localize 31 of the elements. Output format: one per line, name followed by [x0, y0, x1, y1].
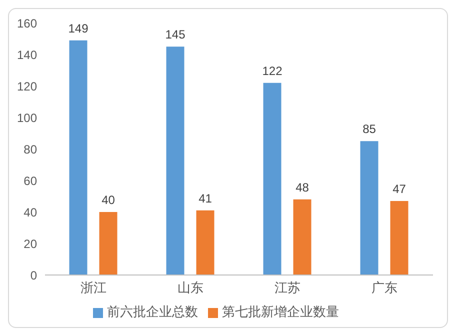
x-tick-label: 山东 — [178, 280, 204, 296]
y-tick-label: 160 — [16, 16, 38, 30]
y-tick-label: 40 — [24, 205, 38, 220]
y-tick-label: 80 — [24, 142, 38, 156]
x-tick-label: 江苏 — [274, 280, 300, 296]
x-tick-label: 浙江 — [80, 280, 106, 296]
y-tick-label: 100 — [16, 110, 38, 125]
data-label: 149 — [68, 21, 89, 36]
y-tick-label: 140 — [16, 48, 38, 62]
y-tick-label: 0 — [30, 268, 38, 282]
data-label: 48 — [296, 180, 310, 194]
bar — [166, 46, 184, 275]
bar — [99, 212, 118, 275]
bar — [390, 200, 408, 275]
data-label: 47 — [392, 182, 406, 196]
y-tick-label: 60 — [24, 174, 38, 188]
data-label: 41 — [198, 191, 212, 206]
legend-label: 第七批新增企业数量 — [222, 304, 339, 319]
data-label: 85 — [362, 122, 376, 136]
bar — [196, 210, 214, 275]
bar — [263, 82, 282, 275]
bar — [69, 40, 88, 275]
y-tick-label: 20 — [24, 236, 38, 251]
bar — [293, 199, 312, 275]
data-label: 145 — [165, 28, 186, 42]
data-label: 122 — [262, 64, 283, 78]
y-tick-label: 120 — [16, 79, 38, 94]
x-tick-label: 广东 — [372, 280, 398, 296]
data-label: 40 — [102, 193, 116, 207]
bar — [360, 141, 378, 275]
legend-label: 前六批企业总数 — [107, 304, 198, 319]
